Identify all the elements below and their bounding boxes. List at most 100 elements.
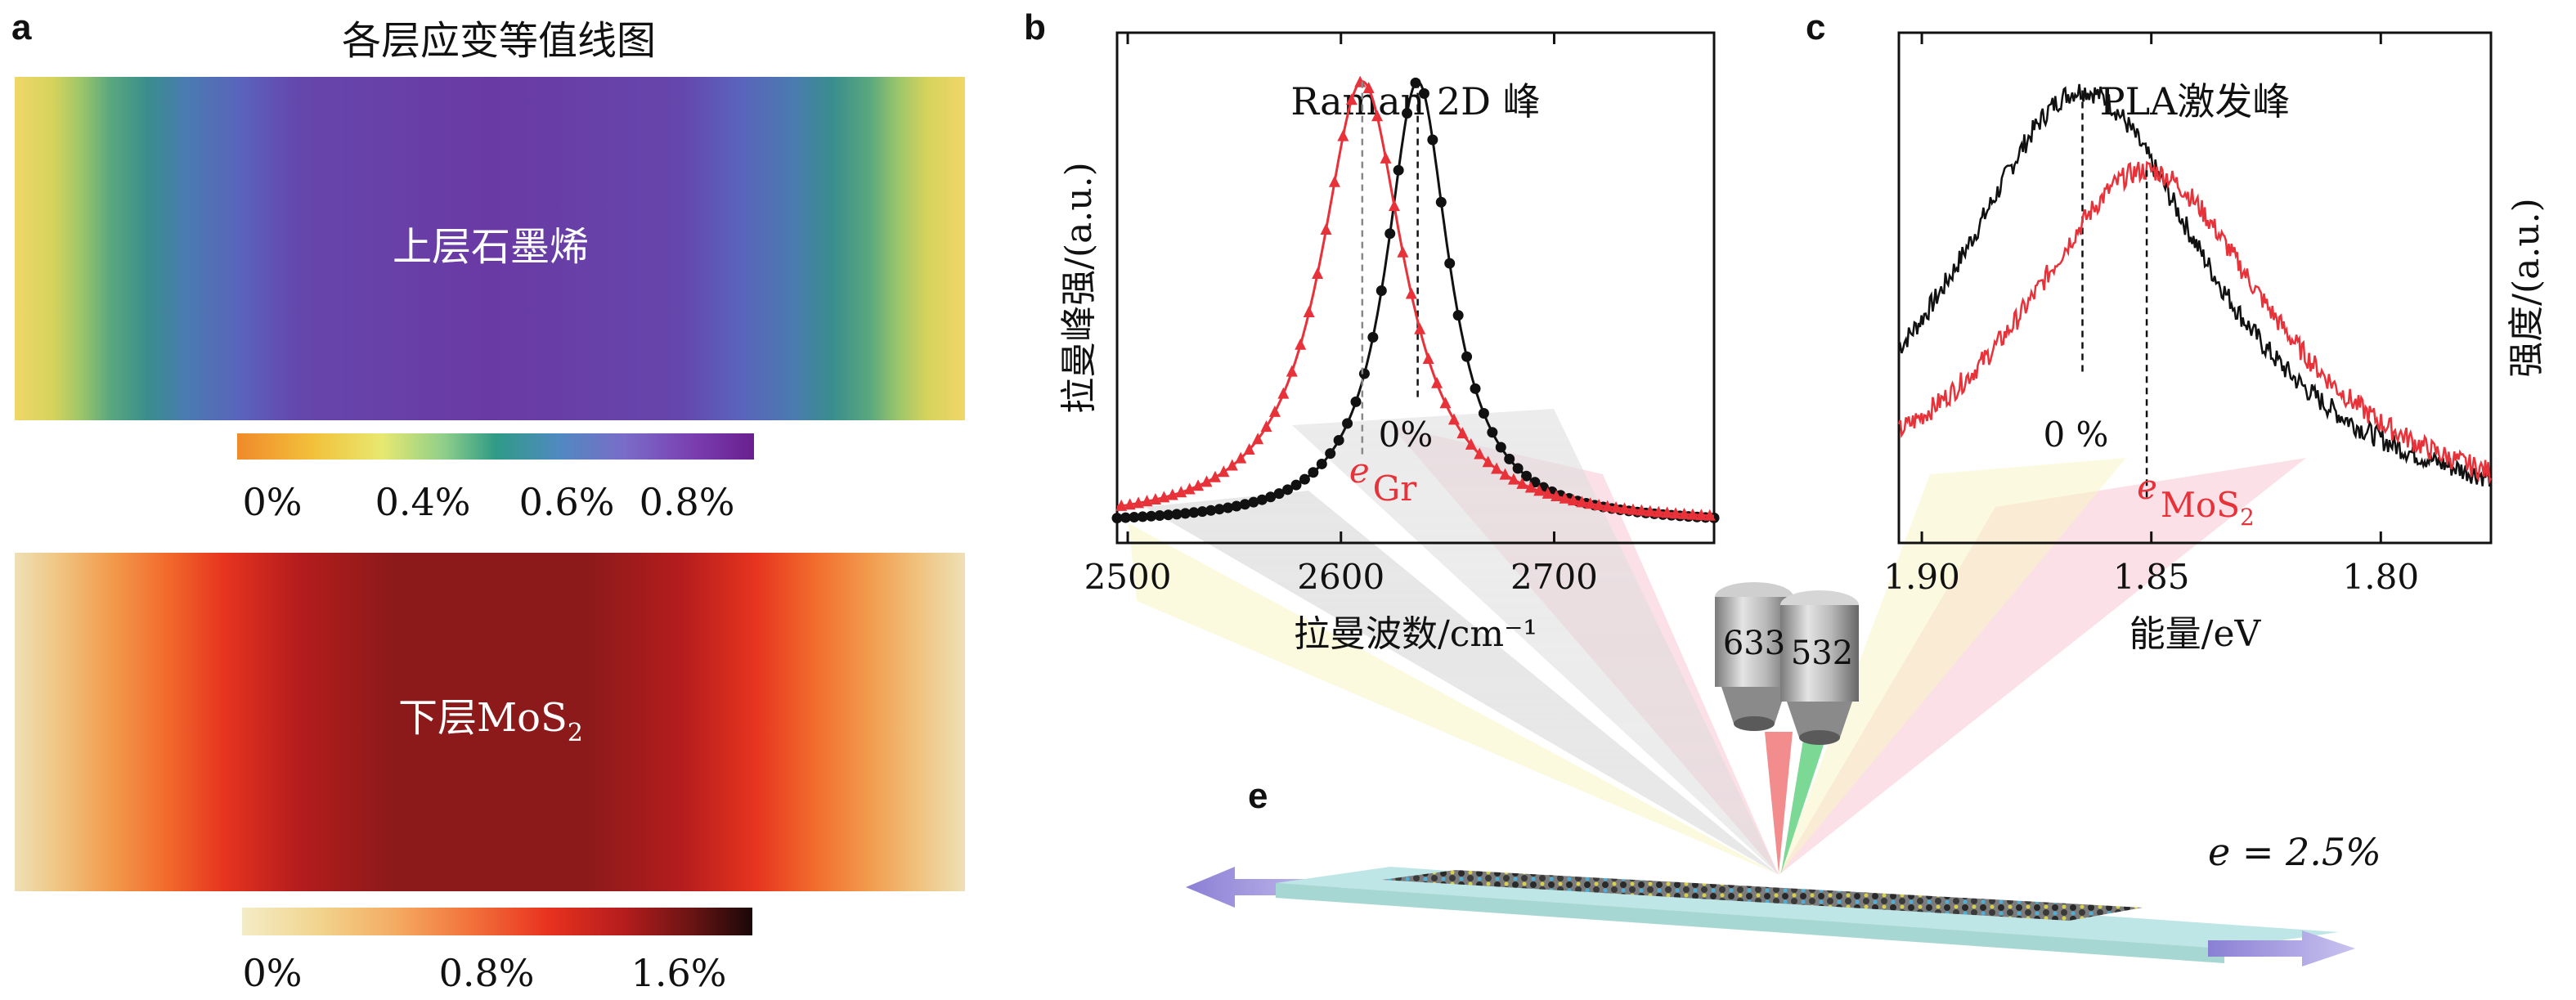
data-point <box>1427 134 1438 146</box>
panel-c-letter: c <box>1806 7 1825 47</box>
data-point <box>1149 492 1161 504</box>
data-point <box>1325 448 1336 460</box>
x-tick-label: 1.90 <box>1883 557 1960 597</box>
data-point <box>1179 508 1191 519</box>
data-point <box>1627 503 1639 515</box>
data-point <box>1252 433 1264 445</box>
panel-a-letter: a <box>11 7 32 47</box>
annotation-symbol: e <box>2137 467 2157 507</box>
x-tick-label: 1.85 <box>2113 557 2190 597</box>
lower-mos2-label-main: 下层MoS <box>398 695 568 741</box>
data-point <box>1593 499 1605 511</box>
data-point <box>1115 499 1128 511</box>
x-tick-label: 2500 <box>1084 557 1172 597</box>
data-point <box>1209 470 1221 482</box>
data-point <box>1362 82 1375 94</box>
data-point <box>1512 463 1524 474</box>
data-point <box>1491 462 1503 474</box>
data-point <box>1418 87 1429 99</box>
data-point <box>1499 468 1511 480</box>
y-axis-label: 拉曼峰强/(a.u.) <box>1058 162 1100 414</box>
series-line-1 <box>1897 160 2493 486</box>
lower-cb-tick-2: 1.6% <box>631 951 727 995</box>
data-point <box>1567 494 1579 506</box>
data-point <box>1686 508 1699 520</box>
data-point <box>1137 511 1148 522</box>
panel-b-letter: b <box>1024 7 1046 47</box>
data-point <box>1516 477 1528 489</box>
data-point <box>1478 407 1489 419</box>
panel-e-letter: e <box>1248 776 1268 816</box>
data-point <box>1299 473 1310 485</box>
data-point <box>1183 482 1196 495</box>
upper-cb-tick-1: 0.4% <box>375 480 471 524</box>
data-point <box>1388 200 1400 212</box>
data-point <box>1200 475 1213 487</box>
data-point <box>1636 504 1648 516</box>
data-point <box>1337 129 1349 141</box>
upper-graphene-label: 上层石墨烯 <box>393 224 589 270</box>
data-point <box>1431 376 1443 388</box>
objective-633-label: 633 <box>1723 625 1785 662</box>
laser-532-beam <box>1781 740 1825 873</box>
data-point <box>1239 499 1250 510</box>
data-point <box>1474 447 1486 460</box>
data-point <box>1277 387 1290 399</box>
data-point <box>1410 77 1421 88</box>
lower-colorbar <box>242 908 752 935</box>
data-point <box>1447 413 1460 425</box>
lower-cb-tick-0: 0% <box>243 951 303 995</box>
sample-device <box>1186 867 2355 966</box>
data-point <box>1678 507 1690 519</box>
upper-graphene-strain-map <box>15 77 965 420</box>
data-point <box>1380 151 1392 164</box>
data-point <box>1303 306 1315 318</box>
data-point <box>1559 491 1571 504</box>
data-point <box>1397 245 1409 258</box>
data-point <box>1316 458 1327 469</box>
data-point <box>1175 486 1187 498</box>
data-point <box>1495 442 1506 453</box>
data-point <box>1551 490 1563 502</box>
data-point <box>1282 484 1294 496</box>
data-point <box>1265 491 1277 503</box>
annotation-subscript: Gr <box>1373 469 1418 509</box>
data-point <box>1653 505 1665 518</box>
data-point <box>1422 352 1434 364</box>
data-point <box>1402 108 1413 119</box>
data-point <box>1487 427 1498 438</box>
data-point <box>1507 473 1519 485</box>
data-point <box>1286 365 1298 377</box>
x-tick-label: 2600 <box>1297 557 1384 597</box>
data-point <box>1248 496 1259 508</box>
data-point <box>1470 383 1481 394</box>
lower-mos2-label: 下层MoS2 <box>398 695 583 747</box>
data-point <box>1133 496 1145 509</box>
lower-mos2-strain-map <box>15 553 965 891</box>
data-point <box>1644 504 1656 517</box>
data-point <box>1320 222 1332 235</box>
data-point <box>1154 510 1165 522</box>
data-point <box>1350 396 1362 407</box>
data-point <box>1452 310 1464 321</box>
data-point <box>1601 500 1613 512</box>
data-point <box>1444 258 1456 269</box>
x-axis-label: 拉曼波数/cm⁻¹ <box>1294 613 1537 655</box>
data-point <box>1542 487 1554 499</box>
data-point <box>1345 93 1358 105</box>
series-annotation: 0% <box>1379 415 1434 455</box>
beam-gray-center <box>1292 409 1779 875</box>
data-point <box>1703 509 1716 521</box>
data-point <box>1308 467 1319 478</box>
series-annotation: 0 % <box>2043 415 2108 455</box>
data-point <box>1333 434 1344 446</box>
data-point <box>1465 437 1477 450</box>
data-point <box>1342 418 1353 429</box>
data-point <box>1414 322 1426 334</box>
data-point <box>1120 512 1131 523</box>
data-point <box>1295 338 1307 350</box>
plot-frame <box>1897 31 2493 545</box>
plot-frame <box>1115 31 1716 545</box>
